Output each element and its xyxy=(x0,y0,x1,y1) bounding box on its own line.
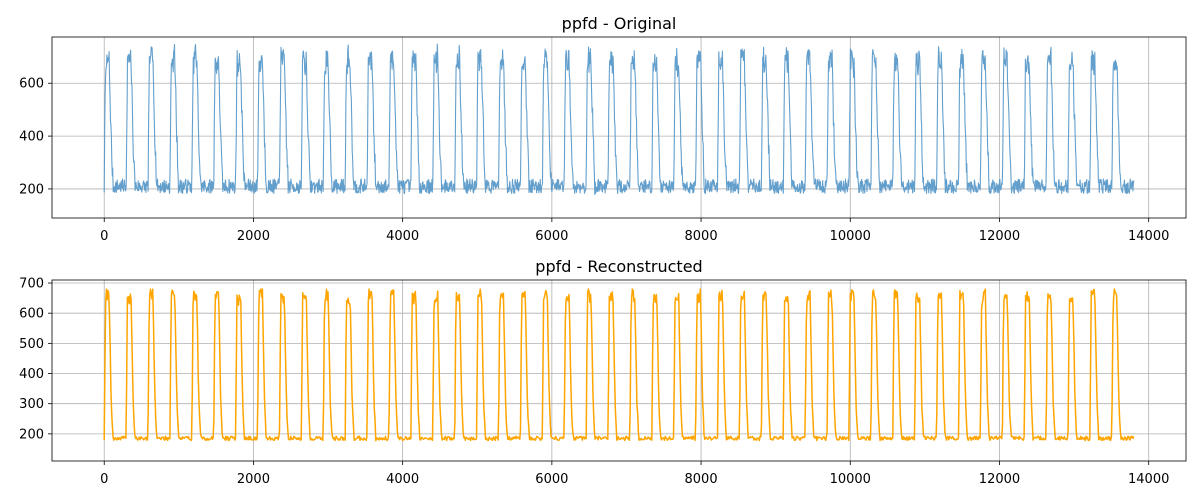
x-tick-label: 6000 xyxy=(535,472,568,487)
x-tick-label: 10000 xyxy=(830,472,871,487)
plot-frame xyxy=(51,36,1187,219)
series-line xyxy=(103,288,1135,442)
x-tick-label: 12000 xyxy=(979,229,1020,244)
x-tick-label: 4000 xyxy=(386,472,419,487)
x-tick-label: 6000 xyxy=(535,229,568,244)
x-tick-label: 2000 xyxy=(237,229,270,244)
x-tick-label: 0 xyxy=(100,472,108,487)
y-tick-label: 300 xyxy=(19,397,44,412)
y-tick-label: 500 xyxy=(19,337,44,352)
original-panel: 0 2000 4000 6000 8000 10000 12000 14000 200 400 60… xyxy=(19,14,1187,244)
x-tick-label: 14000 xyxy=(1128,472,1169,487)
y-tick-label: 200 xyxy=(19,182,44,197)
x-tick-label: 8000 xyxy=(685,229,718,244)
y-tick-label: 700 xyxy=(19,277,44,292)
x-tick-label: 14000 xyxy=(1128,229,1169,244)
y-tick-label: 400 xyxy=(19,367,44,382)
series-line xyxy=(103,43,1135,196)
plot-frame xyxy=(51,279,1187,462)
y-tick-label: 400 xyxy=(19,130,44,145)
y-tick-label: 600 xyxy=(19,77,44,92)
x-tick-label: 0 xyxy=(100,229,108,244)
y-tick-label: 600 xyxy=(19,307,44,322)
chart-title: ppfd - Reconstructed xyxy=(535,257,702,276)
x-tick-label: 2000 xyxy=(237,472,270,487)
y-tick-label: 200 xyxy=(19,427,44,442)
x-tick-label: 10000 xyxy=(830,229,871,244)
reconstructed-panel: 0 2000 4000 6000 8000 10000 12000 14000 200 300 40… xyxy=(19,257,1187,487)
chart-title: ppfd - Original xyxy=(562,14,677,33)
x-tick-label: 4000 xyxy=(386,229,419,244)
x-tick-label: 8000 xyxy=(685,472,718,487)
x-tick-label: 12000 xyxy=(979,472,1020,487)
